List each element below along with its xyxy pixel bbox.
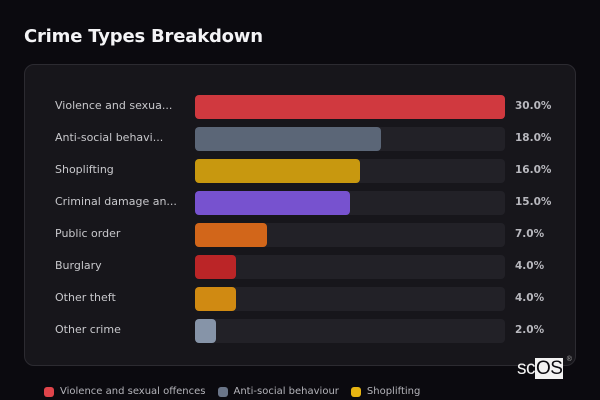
legend-swatch-icon	[217, 386, 228, 397]
legend-label: Violence and sexual offences	[60, 386, 206, 397]
bar-fill[interactable]	[195, 223, 268, 247]
bar-row: Criminal damage an... 15.0%	[25, 191, 575, 215]
legend-label: Shoplifting	[366, 386, 421, 397]
bar-row: Other theft 4.0%	[25, 287, 575, 311]
bar-track	[195, 159, 505, 183]
bar-track	[195, 191, 505, 215]
scos-logo: scOS ®	[517, 356, 572, 380]
bar-label: Burglary	[55, 259, 102, 272]
legend-label: Anti-social behaviour	[233, 386, 339, 397]
bar-value: 30.0%	[515, 100, 552, 112]
chart-card: Violence and sexua... 30.0% Anti-social be…	[24, 64, 576, 366]
bar-fill[interactable]	[195, 287, 237, 311]
bar-track	[195, 95, 505, 119]
bar-label: Public order	[55, 227, 121, 240]
bar-value: 18.0%	[515, 132, 552, 144]
page-title: Crime Types Breakdown	[24, 26, 263, 47]
bar-row: Anti-social behavi... 18.0%	[25, 127, 575, 151]
bar-row: Violence and sexua... 30.0%	[25, 95, 575, 119]
bar-value: 4.0%	[515, 292, 545, 304]
bar-fill[interactable]	[195, 255, 237, 279]
legend-item[interactable]: Violence and sexual offences	[44, 386, 206, 397]
bar-track	[195, 223, 505, 247]
bar-fill[interactable]	[195, 159, 361, 183]
bar-fill[interactable]	[195, 191, 350, 215]
logo-os: OS	[535, 358, 564, 379]
bar-label: Violence and sexua...	[55, 99, 173, 112]
bar-label: Anti-social behavi...	[55, 131, 164, 144]
registered-mark-icon: ®	[566, 356, 572, 363]
legend-swatch-icon	[350, 386, 361, 397]
bar-value: 4.0%	[515, 260, 545, 272]
bar-label: Other crime	[55, 323, 121, 336]
bar-value: 7.0%	[515, 228, 545, 240]
bar-track	[195, 255, 505, 279]
bar-row: Burglary 4.0%	[25, 255, 575, 279]
legend-item[interactable]: Anti-social behaviour	[217, 386, 339, 397]
bar-value: 2.0%	[515, 324, 545, 336]
bar-track	[195, 319, 505, 343]
bar-track	[195, 287, 505, 311]
bar-fill[interactable]	[195, 127, 381, 151]
legend-item[interactable]: Shoplifting	[350, 386, 421, 397]
legend-swatch-icon	[44, 386, 54, 397]
logo-sc: sc	[517, 358, 536, 379]
bar-fill[interactable]	[195, 319, 216, 343]
bar-label: Shoplifting	[55, 163, 114, 176]
bar-label: Criminal damage an...	[55, 195, 177, 208]
bar-fill[interactable]	[195, 95, 505, 119]
bar-label: Other theft	[55, 291, 116, 304]
chart-legend: Violence and sexual offences Anti-social …	[44, 386, 420, 397]
bar-value: 16.0%	[515, 164, 552, 176]
bar-row: Public order 7.0%	[25, 223, 575, 247]
bar-row: Shoplifting 16.0%	[25, 159, 575, 183]
bar-track	[195, 127, 505, 151]
bar-row: Other crime 2.0%	[25, 319, 575, 343]
bar-value: 15.0%	[515, 196, 552, 208]
